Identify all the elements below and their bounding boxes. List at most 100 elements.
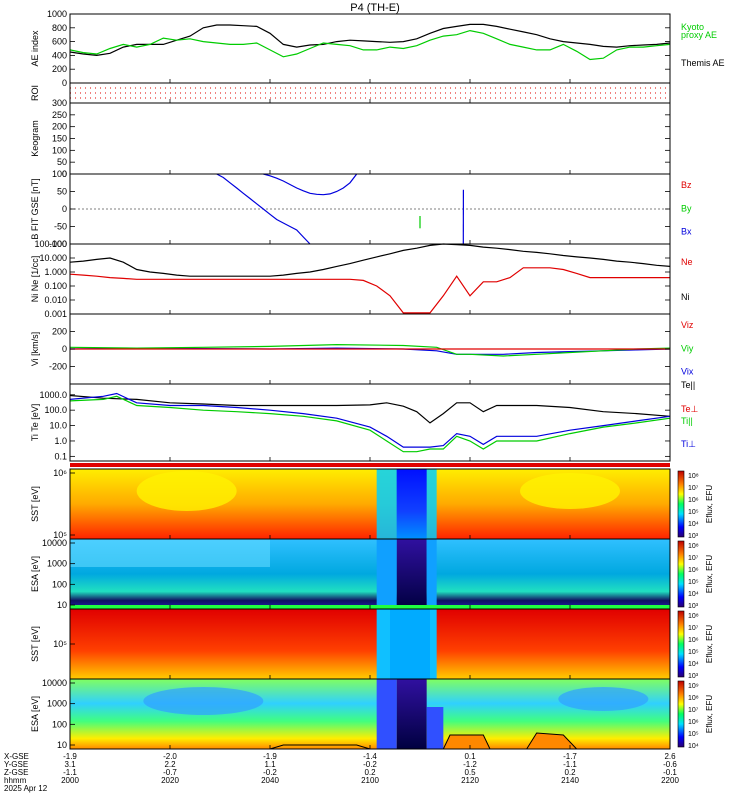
colorbar-tick-label: 10⁶ xyxy=(688,497,699,504)
colorbar-tick-label: 10⁵ xyxy=(688,509,699,516)
y-tick-label: 100 xyxy=(52,145,67,155)
y-tick-label: 10 xyxy=(57,740,67,750)
colorbar-tick-label: 10⁶ xyxy=(688,719,699,726)
colorbar-tick-label: 10⁷ xyxy=(688,707,699,714)
x-tick-label-t: 2100 xyxy=(361,776,379,785)
y-tick-label: 100.000 xyxy=(34,239,67,249)
y-tick-label: 1000 xyxy=(47,559,67,569)
x-tick-label-t: 2040 xyxy=(261,776,279,785)
y-axis-label: ESA [eV] xyxy=(30,556,40,592)
legend-label: Ti⊥ xyxy=(681,439,696,449)
legend-label: Ni xyxy=(681,292,690,302)
y-axis-label: Ni Ne [1/cc] xyxy=(30,256,40,303)
y-tick-label: 1000 xyxy=(47,699,67,709)
colorbar-tick-label: 10⁷ xyxy=(688,625,699,632)
y-tick-label: 100.0 xyxy=(44,405,67,415)
panel-frame-ae xyxy=(70,14,670,83)
spectrogram-background xyxy=(70,609,670,679)
y-tick-label: 1000.0 xyxy=(39,390,67,400)
y-tick-label: 150 xyxy=(52,134,67,144)
colorbar-tick-label: 10⁸ xyxy=(688,473,699,480)
series-line-density-0 xyxy=(70,244,670,276)
colorbar-tick-label: 10⁵ xyxy=(688,649,699,656)
spectrogram-blob xyxy=(143,687,263,715)
y-tick-label: 10 xyxy=(57,600,67,610)
y-tick-label: 10000 xyxy=(42,538,67,548)
colorbar-tick-label: 10⁴ xyxy=(688,661,699,668)
legend-label: Ti|| xyxy=(681,416,693,426)
colorbar-label: Eflux, EFU xyxy=(705,695,714,733)
y-tick-label: 10.000 xyxy=(39,253,67,263)
colorbar-tick-label: 10⁸ xyxy=(688,613,699,620)
x-row-label: 2025 Apr 12 xyxy=(4,784,48,793)
colorbar-label: Eflux, EFU xyxy=(705,625,714,663)
spectrogram-blob xyxy=(137,471,237,511)
panel-frame-temperature xyxy=(70,384,670,461)
series-line-density-1 xyxy=(70,268,670,313)
y-tick-label: 0.010 xyxy=(44,295,67,305)
series-line-temperature-0 xyxy=(70,396,670,423)
y-axis-label: AE index xyxy=(30,30,40,67)
spectrogram-contour xyxy=(443,735,490,749)
legend-label: By xyxy=(681,203,692,213)
y-tick-label: 1000 xyxy=(47,9,67,19)
legend-label: Themis AE xyxy=(681,58,725,68)
chart-title: P4 (TH-E) xyxy=(350,2,400,14)
y-tick-label: -50 xyxy=(54,222,67,232)
y-axis-label: Keogram xyxy=(30,120,40,157)
x-tick-label-t: 2140 xyxy=(561,776,579,785)
legend-label: Ne xyxy=(681,257,693,267)
spectrogram-region xyxy=(70,539,270,567)
colorbar-tick-label: 10⁴ xyxy=(688,743,699,750)
series-line-bfield-1 xyxy=(263,174,356,195)
colorbar-tick-label: 10⁷ xyxy=(688,555,699,562)
colorbar-label: Eflux, EFU xyxy=(705,555,714,593)
y-tick-label: 50 xyxy=(57,157,67,167)
spectrogram-flag-bar xyxy=(70,463,670,467)
y-tick-label: 0 xyxy=(62,344,67,354)
y-tick-label: 10⁵ xyxy=(53,639,67,649)
colorbar-tick-label: 10⁶ xyxy=(688,637,699,644)
y-tick-label: 10.0 xyxy=(49,421,67,431)
y-tick-label: 100 xyxy=(52,719,67,729)
x-tick-label-t: 2000 xyxy=(61,776,79,785)
spectrogram-band xyxy=(377,679,397,749)
y-tick-label: 50 xyxy=(57,187,67,197)
y-tick-label: 0.1 xyxy=(54,451,67,461)
x-tick-label-t: 2200 xyxy=(661,776,679,785)
y-axis-label: Vi [km/s] xyxy=(30,332,40,366)
y-tick-label: -200 xyxy=(49,362,67,372)
y-tick-label: 600 xyxy=(52,37,67,47)
y-tick-label: 250 xyxy=(52,110,67,120)
y-tick-label: 300 xyxy=(52,98,67,108)
colorbar-tick-label: 10⁹ xyxy=(688,683,699,690)
y-tick-label: 200 xyxy=(52,327,67,337)
colorbar-tick-label: 10³ xyxy=(688,533,699,540)
x-axis-labels: -1.93.1-1.12000-2.02.2-0.72020-1.91.1-0.… xyxy=(4,752,679,793)
y-tick-label: 200 xyxy=(52,64,67,74)
series-line-ae-1 xyxy=(70,31,670,60)
colorbar-tick-label: 10³ xyxy=(688,673,699,680)
colorbar-tick-label: 10⁴ xyxy=(688,591,699,598)
y-tick-label: 10000 xyxy=(42,678,67,688)
y-axis-label: SST [eV] xyxy=(30,486,40,522)
y-axis-label: B FIT GSE [nT] xyxy=(30,178,40,239)
y-axis-label: SST [eV] xyxy=(30,626,40,662)
y-tick-label: 0.001 xyxy=(44,309,67,319)
x-tick-label-t: 2120 xyxy=(461,776,479,785)
colorbar xyxy=(678,611,684,677)
x-tick-label-t: 2020 xyxy=(161,776,179,785)
y-tick-label: 100 xyxy=(52,579,67,589)
colorbar-tick-label: 10⁸ xyxy=(688,543,699,550)
spectrogram-gap xyxy=(397,679,427,749)
y-axis-label: Ti Te [eV] xyxy=(30,404,40,442)
colorbar-tick-label: 10³ xyxy=(688,603,699,610)
legend-label: Te⊥ xyxy=(681,404,699,414)
colorbar-tick-label: 10⁴ xyxy=(688,521,699,528)
spectrogram-gap xyxy=(397,469,427,539)
y-tick-label: 1.000 xyxy=(44,267,67,277)
colorbar xyxy=(678,471,684,537)
legend-label: Vix xyxy=(681,367,694,377)
